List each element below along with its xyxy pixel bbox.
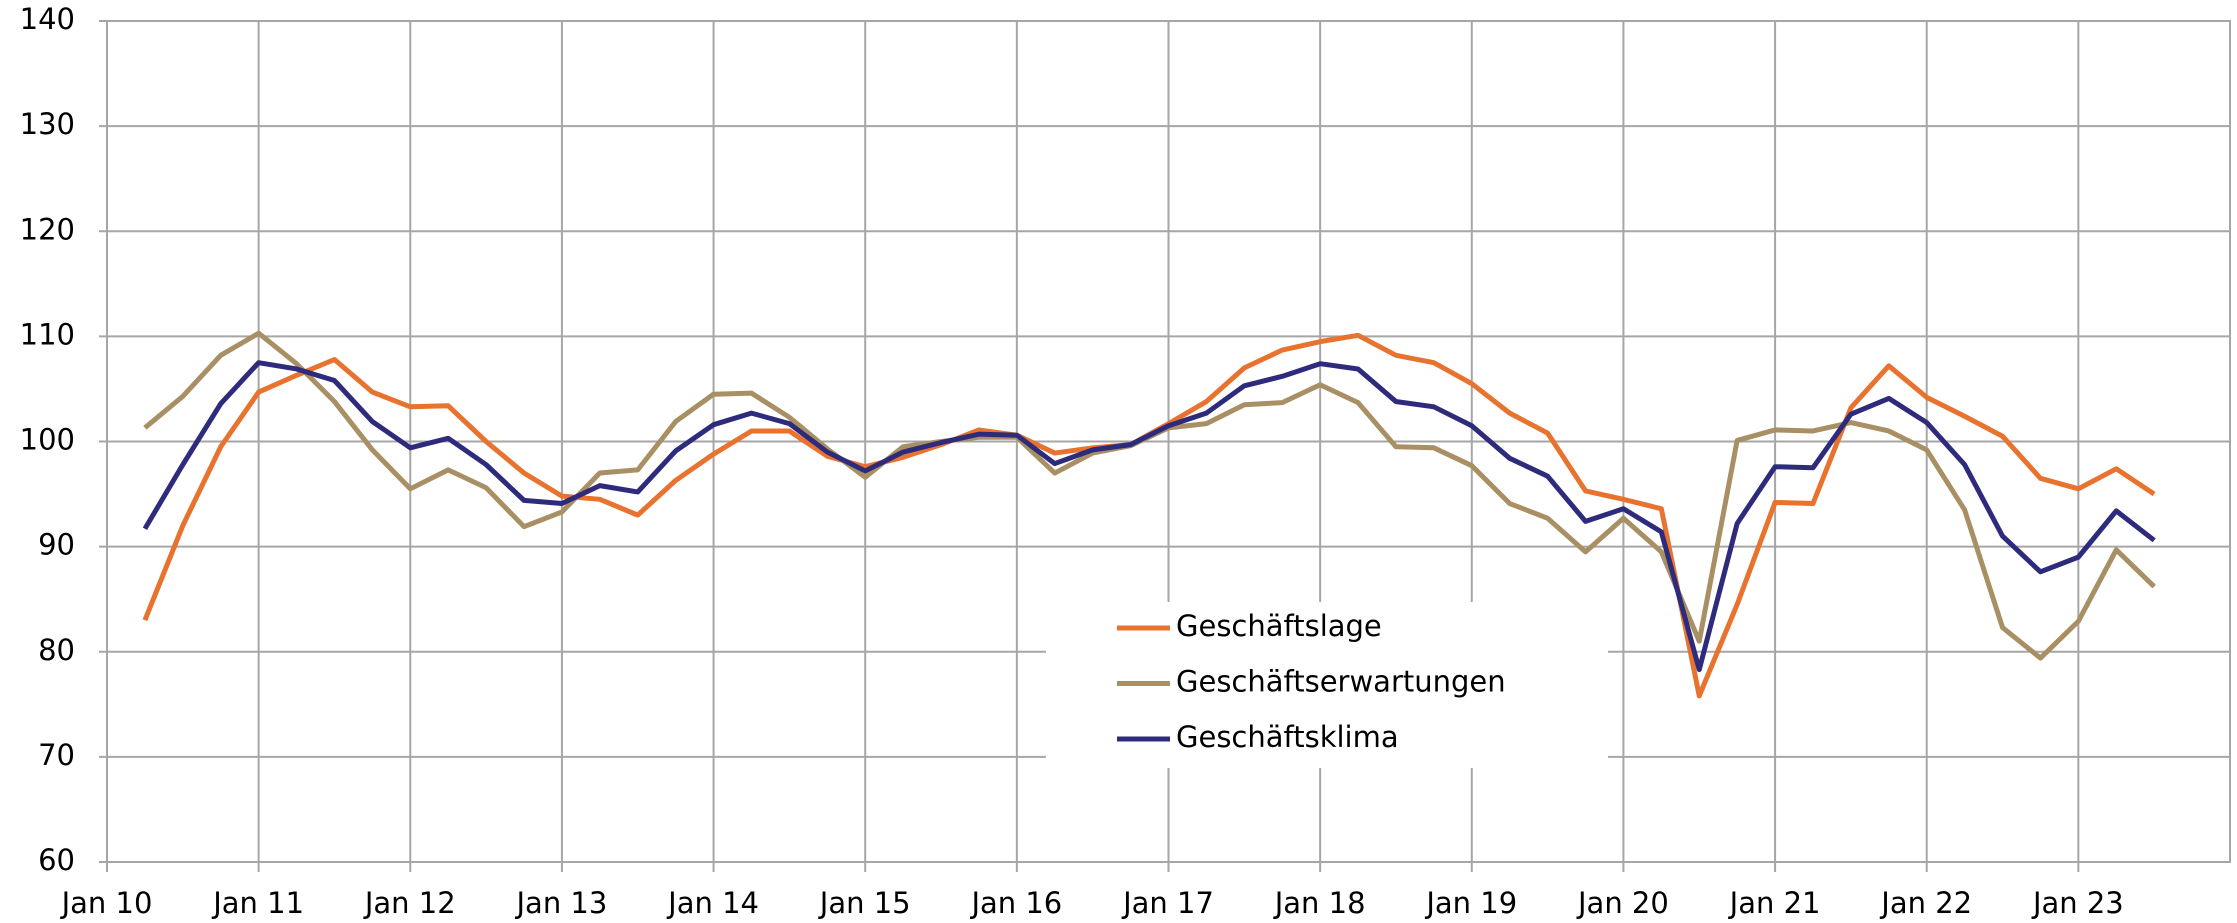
x-tick-label: Jan 14 bbox=[666, 886, 759, 920]
x-tick-label: Jan 18 bbox=[1273, 886, 1366, 920]
legend-label: Geschäftslage bbox=[1176, 609, 1382, 643]
x-tick-label: Jan 13 bbox=[515, 886, 608, 920]
x-tick-label: Jan 23 bbox=[2031, 886, 2124, 920]
y-tick-label: 130 bbox=[20, 107, 75, 141]
legend-label: Geschäftserwartungen bbox=[1176, 665, 1506, 699]
y-tick-label: 140 bbox=[20, 2, 75, 36]
x-tick-label: Jan 21 bbox=[1728, 886, 1821, 920]
x-tick-label: Jan 12 bbox=[363, 886, 456, 920]
y-tick-label: 80 bbox=[38, 633, 75, 667]
legend-label: Geschäftsklima bbox=[1176, 720, 1399, 754]
x-tick-label: Jan 19 bbox=[1424, 886, 1517, 920]
x-tick-label: Jan 20 bbox=[1576, 886, 1669, 920]
x-tick-label: Jan 17 bbox=[1121, 886, 1214, 920]
y-tick-label: 110 bbox=[20, 317, 75, 351]
x-tick-label: Jan 11 bbox=[211, 886, 304, 920]
x-tick-label: Jan 22 bbox=[1879, 886, 1972, 920]
y-tick-label: 100 bbox=[20, 423, 75, 457]
y-tick-label: 70 bbox=[38, 738, 75, 772]
y-tick-label: 90 bbox=[38, 528, 75, 562]
x-tick-label: Jan 15 bbox=[818, 886, 911, 920]
x-tick-label: Jan 16 bbox=[969, 886, 1062, 920]
y-tick-label: 60 bbox=[38, 843, 75, 877]
series-line bbox=[142, 360, 2156, 673]
y-tick-label: 120 bbox=[20, 212, 75, 246]
x-tick-label: Jan 10 bbox=[60, 886, 153, 920]
